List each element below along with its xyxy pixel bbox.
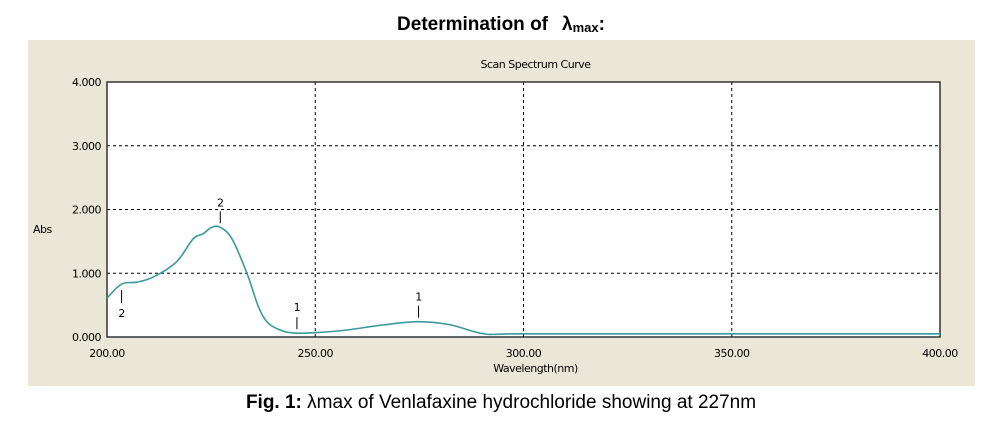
chart-panel: 0.000 1.000 2.000 3.000 4.000 200.00 250.00 300…	[28, 40, 975, 386]
heading-colon: :	[598, 14, 605, 35]
x-tick-label: 250.00	[298, 347, 334, 360]
valley-label: 2	[118, 307, 125, 320]
heading-text: Determination of	[397, 14, 548, 35]
figure-caption: Fig. 1: λmax of Venlafaxine hydrochlorid…	[0, 392, 1002, 414]
x-tick-label: 350.00	[714, 347, 750, 360]
plot-frame	[106, 81, 941, 338]
x-tick-label: 200.00	[89, 347, 125, 360]
peak-label: 2	[217, 196, 224, 209]
x-tick-label: 300.00	[506, 347, 542, 360]
y-tick-label: 4.000	[72, 76, 101, 89]
caption-text: λmax of Venlafaxine hydrochloride showin…	[307, 392, 757, 413]
caption-label: Fig. 1:	[245, 392, 302, 413]
y-tick-label: 0.000	[72, 331, 101, 344]
spectrum-line	[106, 225, 940, 336]
heading-lambda: λmax	[562, 14, 599, 35]
chart-title: Scan Spectrum Curve	[481, 58, 592, 71]
y-axis-label: Abs	[33, 223, 53, 236]
section-heading: Determination of λmax:	[0, 14, 1002, 36]
peak-label: 1	[415, 291, 422, 304]
x-tick-label: 400.00	[922, 347, 958, 360]
x-axis-label: Wavelength(nm)	[493, 362, 578, 375]
y-tick-label: 3.000	[72, 140, 101, 153]
y-tick-label: 2.000	[72, 204, 101, 217]
y-tick-label: 1.000	[72, 267, 101, 280]
spectrum-chart: 0.000 1.000 2.000 3.000 4.000 200.00 250.00 300…	[33, 58, 959, 375]
valley-label: 1	[294, 301, 301, 314]
